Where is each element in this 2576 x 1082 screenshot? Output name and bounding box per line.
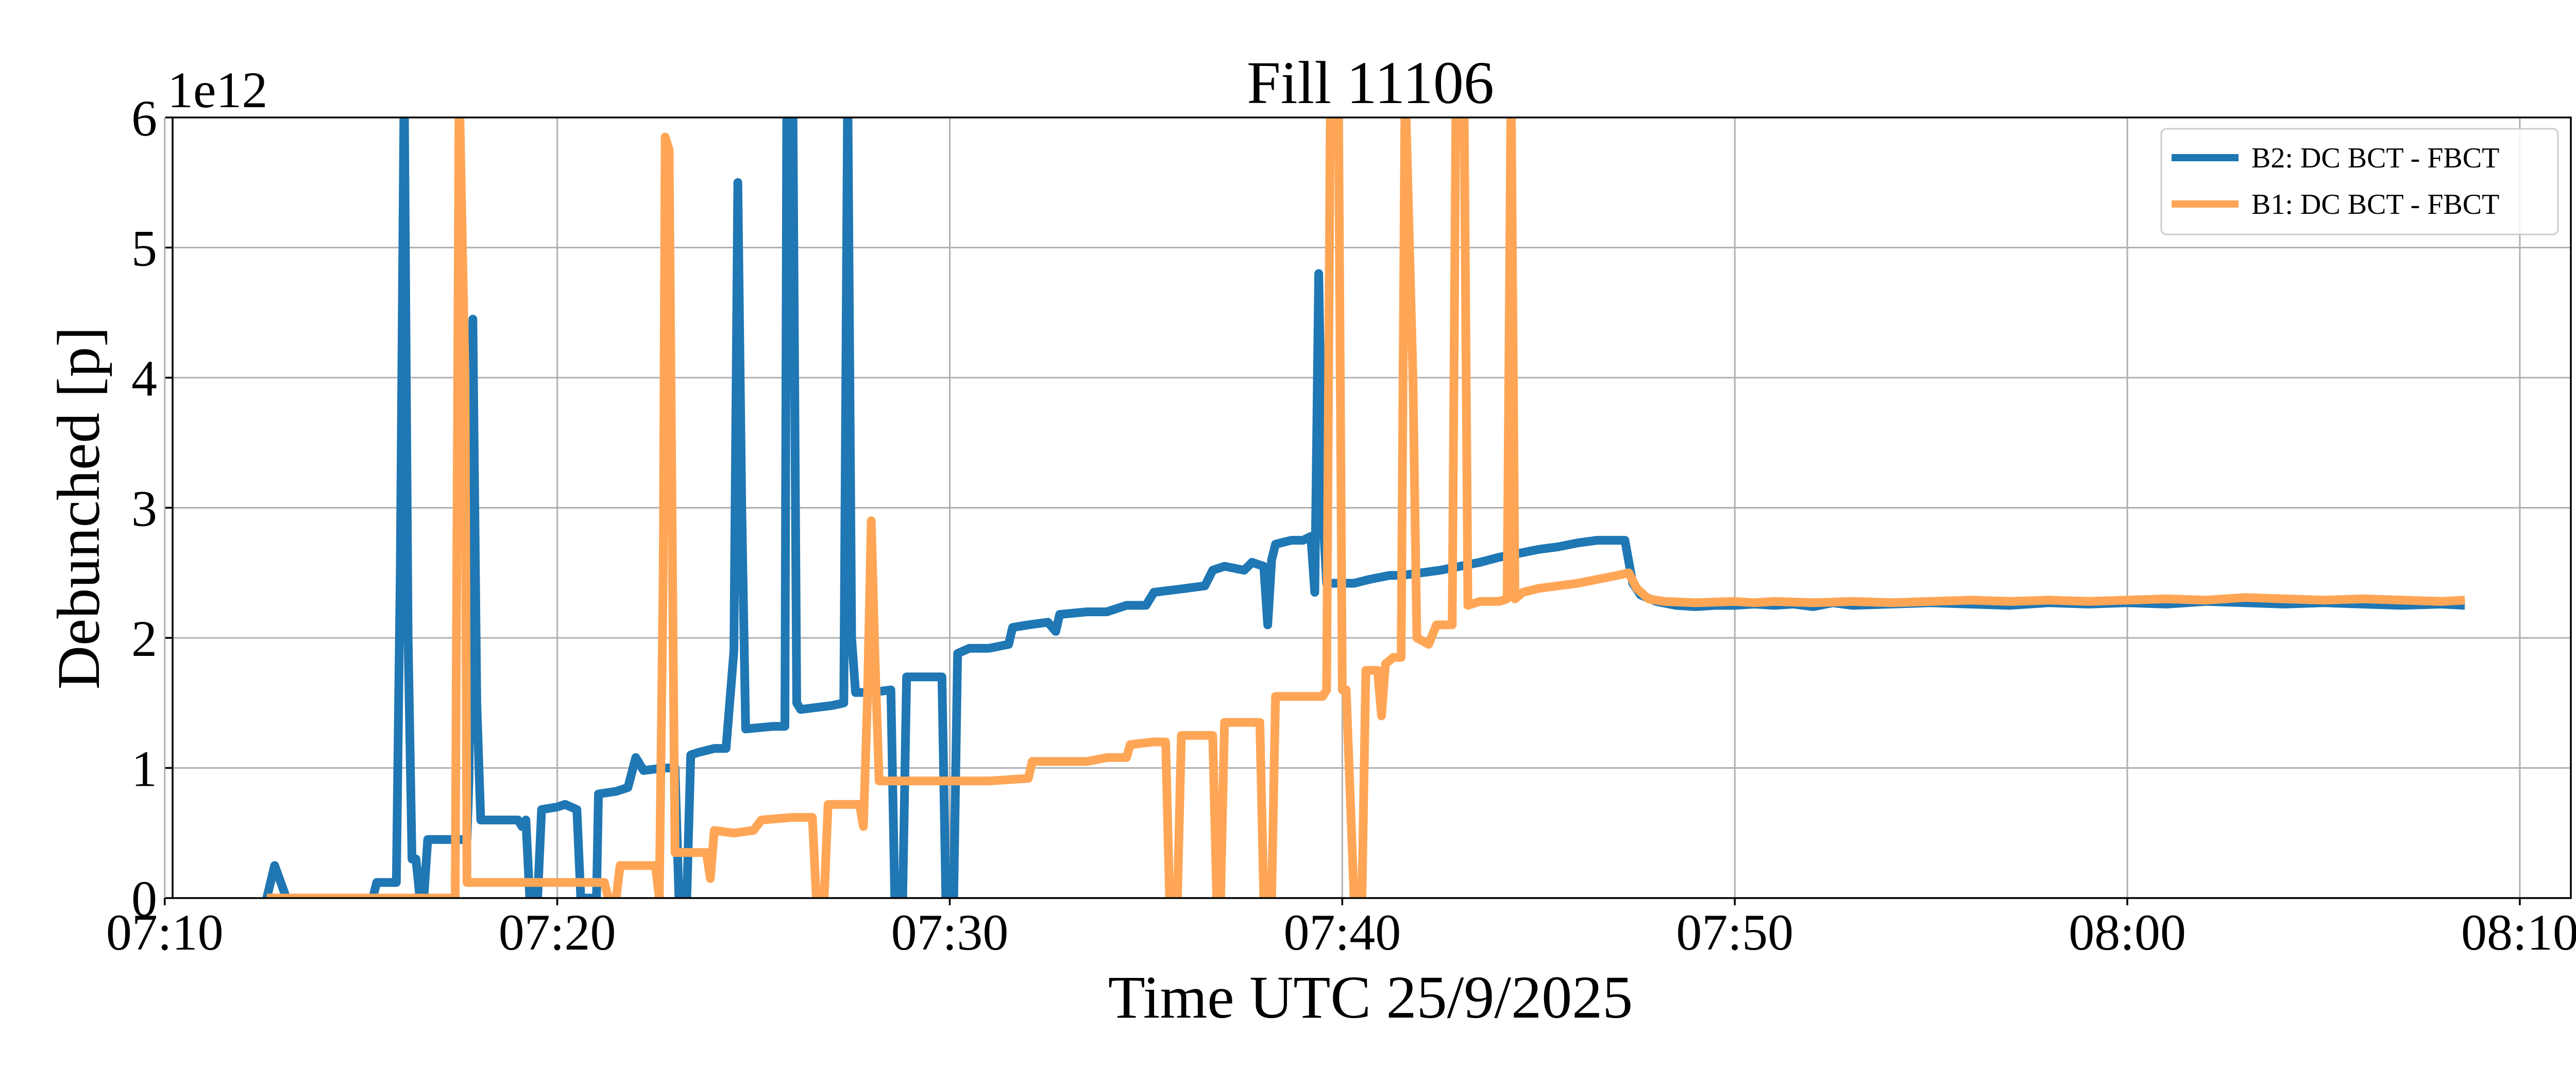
y-axis-label: Debunched [p] bbox=[45, 327, 112, 689]
legend-label-b2: B2: DC BCT - FBCT bbox=[2251, 142, 2499, 174]
x-tick-label: 07:10 bbox=[106, 904, 224, 961]
chart-title: Fill 11106 bbox=[1247, 49, 1494, 116]
series-line-b1 bbox=[266, 117, 2465, 898]
legend: B2: DC BCT - FBCT B1: DC BCT - FBCT bbox=[2160, 128, 2559, 235]
x-axis-label: Time UTC 25/9/2025 bbox=[1108, 963, 1633, 1031]
series-layer bbox=[262, 117, 2465, 898]
y-tick-label: 6 bbox=[131, 90, 157, 147]
y-tick-label: 1 bbox=[131, 740, 157, 798]
x-tick-label: 07:50 bbox=[1676, 904, 1793, 961]
legend-box bbox=[2160, 128, 2559, 235]
y-tick-label: 4 bbox=[131, 350, 157, 407]
x-tick-label: 07:30 bbox=[891, 904, 1009, 961]
legend-label-b1: B1: DC BCT - FBCT bbox=[2251, 189, 2499, 221]
y-tick-label: 3 bbox=[131, 480, 157, 537]
y-tick-label: 0 bbox=[131, 870, 157, 927]
y-tick-label: 5 bbox=[131, 220, 157, 277]
y-offset-label: 1e12 bbox=[167, 61, 267, 119]
ticks: 07:10 07:20 07:30 07:40 07:50 08:00 08:10 0 1 2 3 4… bbox=[106, 90, 2576, 961]
x-tick-label: 07:40 bbox=[1283, 904, 1401, 961]
x-tick-label: 08:10 bbox=[2461, 904, 2576, 961]
x-tick-label: 08:00 bbox=[2069, 904, 2186, 961]
x-tick-label: 07:20 bbox=[499, 904, 616, 961]
y-tick-label: 2 bbox=[131, 610, 157, 667]
